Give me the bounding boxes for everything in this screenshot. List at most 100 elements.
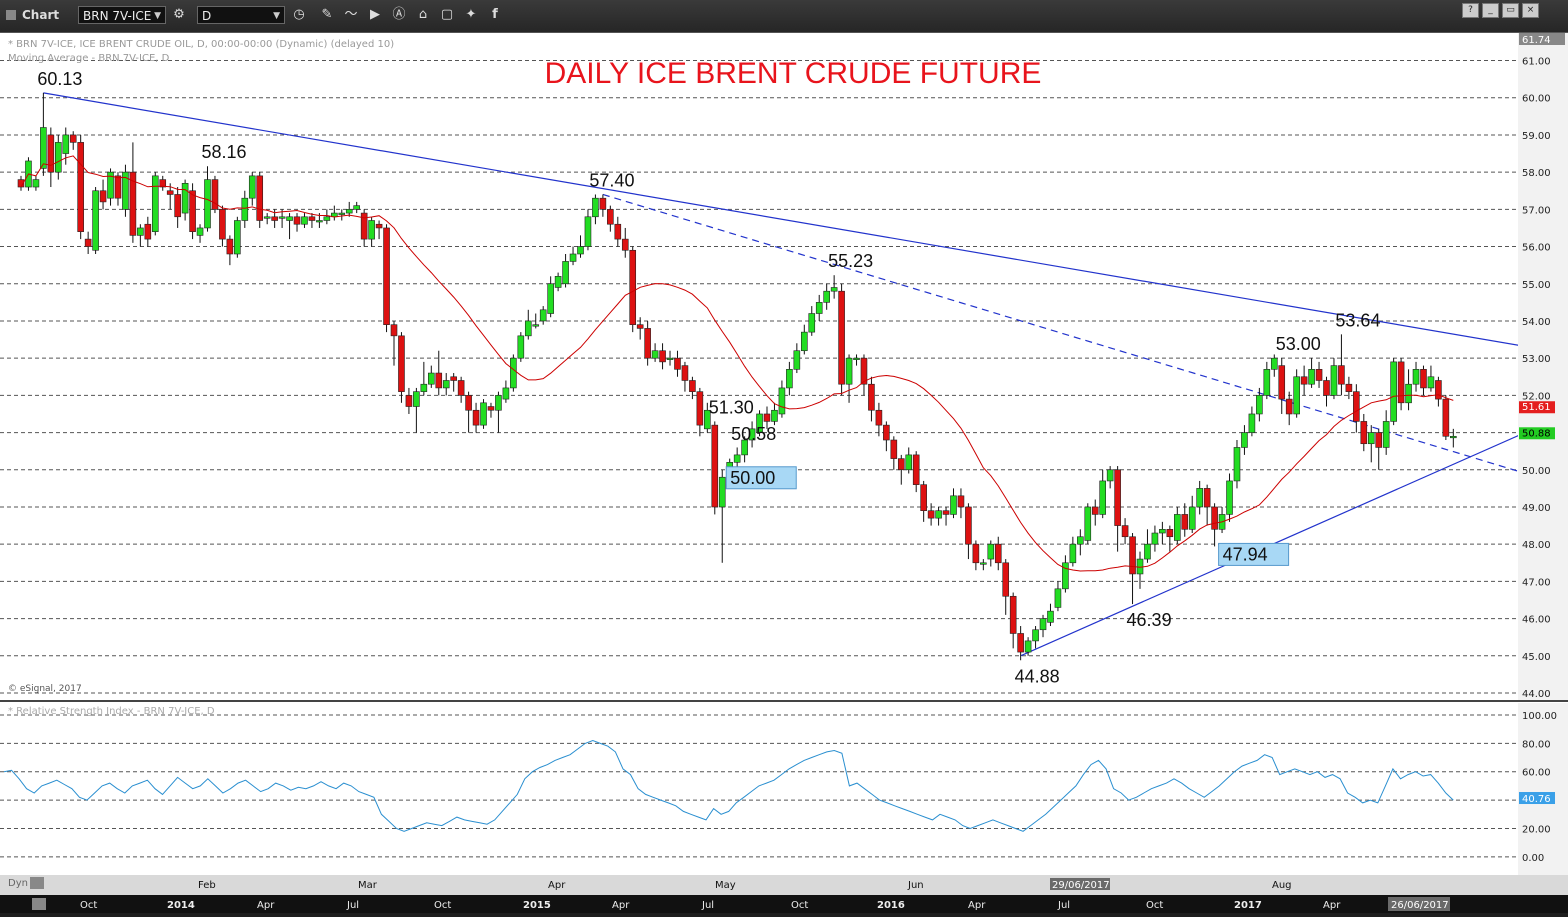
candle-body [935,510,942,519]
bottom-tick-label: Oct [1146,900,1163,911]
candle-body [704,409,711,430]
rsi-axis[interactable] [1518,703,1568,875]
rsi-value-label: 40.76 [1522,794,1551,805]
candle-body [599,197,607,210]
close-button[interactable]: × [1522,3,1539,18]
bottom-tick-label: Jul [1057,900,1070,911]
price-tick-label: 59.00 [1522,131,1551,142]
price-tick-label: 46.00 [1522,615,1551,626]
candle-body [1330,365,1338,396]
bottom-tick-label: Oct [791,900,808,911]
settings-icon[interactable]: ⚙ [173,7,185,22]
candle-body [651,350,659,359]
candle-body [472,409,480,426]
pencil-icon[interactable]: ✎ [321,7,333,22]
chevron-down-icon[interactable]: ▼ [273,11,280,21]
price-axis[interactable] [1518,33,1568,701]
bottom-tick-label: Oct [80,900,97,911]
candle-body [1009,595,1017,634]
candle-body [54,142,62,173]
candle-body [40,127,47,169]
interval-input[interactable]: * BRN 7V-ICE, ICE BRENT CRUDE OIL, D, 00… [197,6,285,24]
window-title: Chart [6,8,59,22]
twitter-icon[interactable]: ✦ [465,7,477,22]
time-axis-bar: Oct 2014 Apr Jul Oct 2015 Apr Jul Oct 2016 Apr Jul O… [0,895,1568,913]
sparkline-icon[interactable]: 〜 [344,7,358,22]
candle-body [62,134,70,154]
candle-body [234,220,241,255]
candle-body [1315,369,1323,381]
candle-body [659,350,666,363]
rsi-tick-label: 100.00 [1522,711,1557,722]
price-tick-label: 47.00 [1522,577,1551,588]
comment-icon[interactable]: ▢ [440,7,454,22]
candle-body [1032,629,1039,642]
ma-value-label: 50.88 [1522,428,1551,439]
candle-body [1285,398,1293,415]
lock-icon[interactable] [32,898,46,910]
text-icon[interactable]: Ⓐ [392,7,406,22]
candle-body [748,428,756,441]
candle-body [1256,395,1263,415]
candle-body [1054,588,1062,608]
candle-body [607,209,614,225]
clock-icon[interactable]: ◷ [293,7,305,22]
time-tick-label: Jun [907,880,924,891]
lock-icon[interactable] [30,877,44,889]
candle-body [577,246,584,255]
candle-body [166,190,174,195]
candle-body [629,249,637,325]
bottom-tick-label: 2014 [167,900,195,911]
candle-body [845,357,853,385]
annotations: 60.13 58.16 57.40 55.23 53.64 53.00 51.30 50.58… [37,69,1380,686]
candle-body [696,391,704,426]
candle-body [114,175,122,199]
time-tick-label: Mar [358,880,378,891]
candle-body [972,543,980,564]
price-tick-label: 45.00 [1522,652,1551,663]
annotation-label: 60.13 [37,69,82,89]
chart-canvas[interactable]: 60.13 58.16 57.40 55.23 53.64 53.00 51.30 50.58… [0,33,1568,913]
candle-body [316,220,323,223]
candle-body [890,439,898,459]
bottom-tick-label: 2015 [523,900,551,911]
candle-body [1270,357,1278,370]
minimize-button[interactable]: _ [1482,3,1499,18]
candle-body [1159,529,1166,534]
candle-body [1106,469,1114,482]
candle-body [920,484,927,512]
candle-body [390,324,398,337]
time-tick-label: Feb [198,880,216,891]
candle-body [398,335,405,392]
candles [17,92,1457,661]
candle-body [1241,432,1248,448]
candle-body [383,227,390,325]
candle-body [1323,380,1330,396]
dyn-label: Dyn [8,878,28,889]
symbol-input[interactable]: BRN 7V-ICE ▼ [78,6,166,24]
top-value-box [1519,33,1565,45]
candle-body [741,439,748,456]
candle-body [957,495,965,508]
candle-body [465,395,472,411]
candle-body [1308,369,1315,385]
facebook-icon[interactable]: f [492,7,498,22]
grip-icon[interactable] [6,10,16,20]
maximize-button[interactable]: ▭ [1502,3,1519,18]
tag-icon[interactable]: ⌂ [418,7,428,22]
play-icon[interactable]: ▶ [370,7,380,22]
candle-body [994,543,1002,564]
price-tick-label: 60.00 [1522,94,1551,105]
candle-body [69,134,77,143]
candle-body [1226,480,1233,515]
candle-body [196,227,204,236]
chevron-down-icon[interactable]: ▼ [154,11,161,21]
candle-body [950,495,957,515]
help-button[interactable]: ? [1462,3,1479,18]
candle-body [756,413,763,433]
time-axis[interactable] [0,875,1568,895]
candle-body [1420,369,1427,389]
time-tick-label: Aug [1272,880,1292,891]
candle-body [99,190,107,203]
candle-body [666,357,674,360]
